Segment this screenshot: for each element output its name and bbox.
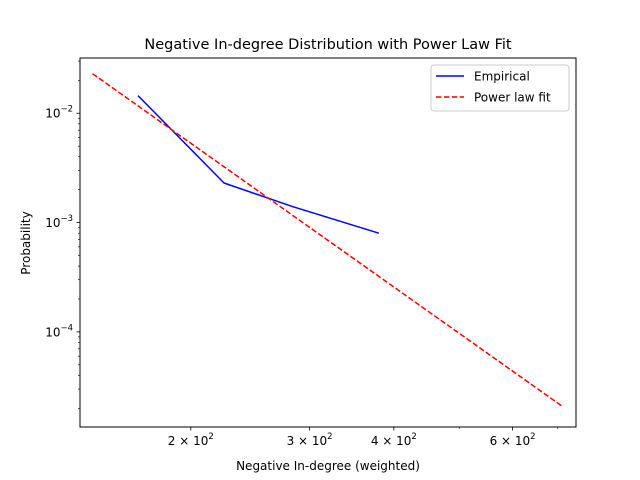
plot-area [92, 73, 563, 407]
legend: Empirical Power law fit [430, 64, 570, 112]
legend-frame [430, 64, 570, 112]
chart-title: Negative In-degree Distribution with Pow… [144, 37, 512, 53]
x-tick-label: 2 × 102 [168, 432, 214, 448]
y-axis-label: Probability [19, 211, 33, 274]
legend-label-empirical: Empirical [474, 70, 530, 84]
axes-frame [79, 57, 577, 428]
x-tick-label: 3 × 102 [287, 432, 333, 448]
y-tick-label: 10−3 [45, 214, 73, 230]
x-axis-ticks: 2 × 102 3 × 102 4 × 102 6 × 102 [168, 427, 559, 448]
y-axis-ticks: 10−2 10−3 10−4 [45, 60, 80, 409]
y-tick-label: 10−4 [45, 323, 73, 339]
legend-label-power-law-fit: Power law fit [474, 91, 551, 105]
y-tick-label: 10−2 [45, 105, 73, 121]
series-line-empirical [137, 95, 380, 234]
series-line-power-law-fit [92, 73, 563, 407]
x-tick-label: 6 × 102 [490, 432, 536, 448]
x-axis-label: Negative In-degree (weighted) [236, 459, 420, 473]
x-tick-label: 4 × 102 [371, 432, 417, 448]
